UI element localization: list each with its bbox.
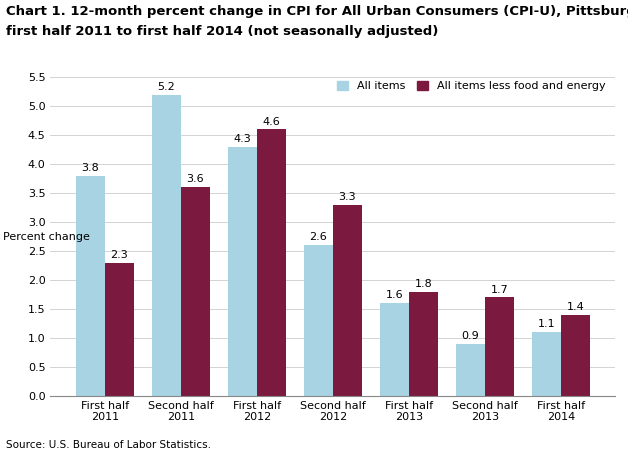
Bar	[333, 205, 362, 396]
Text: 4.3: 4.3	[234, 134, 251, 144]
Bar	[409, 292, 438, 396]
Bar	[76, 176, 105, 396]
Text: Percent change: Percent change	[3, 232, 90, 242]
Text: 3.3: 3.3	[338, 192, 356, 202]
Text: 3.6: 3.6	[187, 174, 204, 184]
Text: 1.1: 1.1	[538, 319, 555, 329]
Bar	[380, 303, 409, 396]
Text: 1.4: 1.4	[566, 302, 584, 312]
Bar	[456, 344, 485, 396]
Bar	[105, 263, 134, 396]
Bar	[257, 130, 286, 396]
Text: 2.3: 2.3	[111, 250, 128, 260]
Text: first half 2011 to first half 2014 (not seasonally adjusted): first half 2011 to first half 2014 (not …	[6, 25, 438, 38]
Bar	[304, 245, 333, 396]
Bar	[181, 187, 210, 396]
Text: 3.8: 3.8	[82, 163, 99, 173]
Text: 1.7: 1.7	[490, 284, 508, 294]
Bar	[532, 332, 561, 396]
Text: 5.2: 5.2	[158, 82, 175, 92]
Bar	[152, 95, 181, 396]
Bar	[228, 147, 257, 396]
Text: 1.6: 1.6	[386, 290, 403, 300]
Text: 0.9: 0.9	[462, 331, 479, 341]
Bar	[561, 315, 590, 396]
Legend: All items, All items less food and energy: All items, All items less food and energ…	[333, 76, 610, 96]
Text: 1.8: 1.8	[414, 279, 432, 289]
Bar	[485, 298, 514, 396]
Text: 2.6: 2.6	[310, 233, 327, 243]
Text: Chart 1. 12-month percent change in CPI for All Urban Consumers (CPI-U), Pittsbu: Chart 1. 12-month percent change in CPI …	[6, 5, 628, 18]
Text: Source: U.S. Bureau of Labor Statistics.: Source: U.S. Bureau of Labor Statistics.	[6, 440, 211, 450]
Text: 4.6: 4.6	[263, 116, 280, 126]
